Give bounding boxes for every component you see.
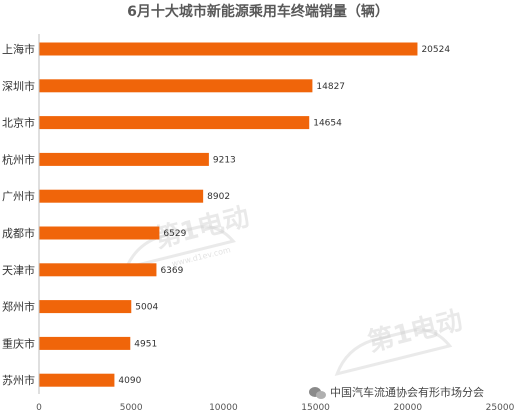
data-label: 20524 bbox=[421, 45, 450, 55]
x-tick-label: 25000 bbox=[486, 403, 515, 413]
x-axis-ticks: 0 5000 10000 15000 20000 25000 bbox=[36, 403, 514, 413]
watermark-logo-text: 第1电动 bbox=[365, 305, 466, 358]
footer-source: 中国汽车流通协会有形市场分会 bbox=[309, 385, 484, 399]
category-label: 重庆市 bbox=[2, 336, 35, 350]
data-label: 4090 bbox=[118, 376, 141, 386]
footer-source-text: 中国汽车流通协会有形市场分会 bbox=[330, 385, 484, 399]
data-label: 5004 bbox=[135, 303, 158, 313]
x-tick-label: 5000 bbox=[120, 403, 143, 413]
bar bbox=[39, 189, 204, 203]
bar bbox=[39, 226, 160, 240]
bar bbox=[39, 300, 132, 314]
category-label: 成都市 bbox=[2, 226, 35, 240]
category-label: 杭州市 bbox=[2, 152, 35, 166]
x-tick-label: 20000 bbox=[393, 403, 422, 413]
data-label: 14827 bbox=[316, 82, 345, 92]
data-label: 14654 bbox=[313, 119, 342, 129]
watermark-logo-text: 第1电动 bbox=[152, 201, 253, 254]
category-label: 上海市 bbox=[2, 42, 35, 56]
wechat-icon bbox=[309, 387, 326, 399]
watermark-car-icon bbox=[123, 225, 236, 270]
x-tick-label: 10000 bbox=[209, 403, 238, 413]
x-tick-label: 0 bbox=[36, 403, 42, 413]
watermark-car-icon bbox=[334, 328, 453, 377]
bar bbox=[39, 152, 209, 166]
data-label: 8902 bbox=[207, 192, 230, 202]
bar bbox=[39, 373, 115, 387]
bar bbox=[39, 42, 418, 56]
bar bbox=[39, 263, 157, 277]
data-label: 4951 bbox=[134, 339, 157, 349]
x-tick-label: 15000 bbox=[301, 403, 330, 413]
category-label: 北京市 bbox=[2, 116, 35, 130]
category-label: 天津市 bbox=[2, 263, 35, 277]
bar bbox=[39, 79, 313, 93]
category-label: 深圳市 bbox=[2, 79, 35, 93]
data-label: 9213 bbox=[213, 155, 236, 165]
category-label: 郑州市 bbox=[2, 300, 35, 314]
watermark-logo-bottom: 第1电动 bbox=[334, 305, 466, 377]
chart-title: 6月十大城市新能源乘用车终端销量（辆） bbox=[127, 3, 389, 20]
bar bbox=[39, 336, 131, 350]
data-label: 6529 bbox=[163, 229, 186, 239]
bars-layer: 上海市 20524 深圳市 14827 北京市 14654 杭州市 9213 广州市 8902 成都… bbox=[2, 42, 450, 387]
category-label: 苏州市 bbox=[2, 373, 35, 387]
bar bbox=[39, 116, 310, 130]
data-label: 6369 bbox=[160, 266, 183, 276]
category-label: 广州市 bbox=[2, 189, 35, 203]
